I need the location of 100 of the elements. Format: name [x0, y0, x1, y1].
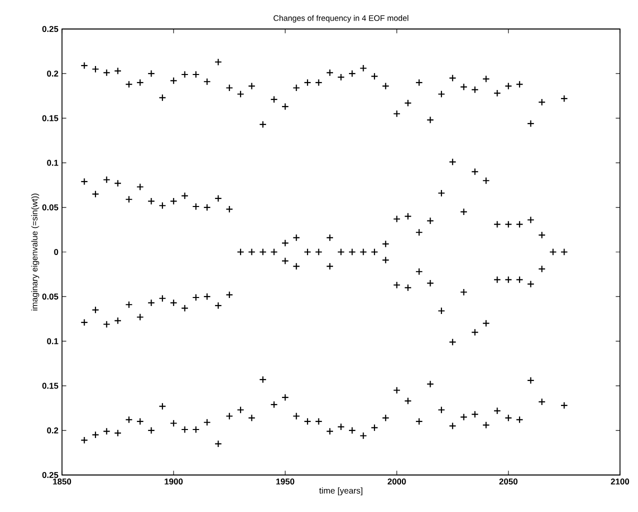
point: [471, 168, 479, 176]
point: [538, 98, 546, 106]
point: [80, 318, 88, 326]
point: [326, 234, 334, 242]
point: [281, 239, 289, 247]
point: [114, 316, 122, 324]
point: [360, 432, 368, 440]
point: [448, 422, 456, 430]
point: [382, 82, 390, 90]
point: [281, 394, 289, 402]
point: [203, 292, 211, 300]
point: [102, 68, 110, 76]
point: [203, 418, 211, 426]
x-tick-label: 2050: [499, 478, 518, 485]
y-tick-label: 0.2: [47, 427, 58, 434]
point: [136, 313, 144, 321]
point: [415, 228, 423, 236]
point: [114, 67, 122, 75]
point: [348, 248, 356, 256]
point: [438, 406, 446, 414]
point: [304, 418, 312, 426]
point: [270, 400, 278, 408]
point: [460, 288, 468, 296]
point: [438, 90, 446, 98]
point: [281, 102, 289, 110]
point: [236, 248, 244, 256]
point: [471, 86, 479, 94]
point: [560, 94, 568, 102]
point: [259, 248, 267, 256]
x-tick-label: 2000: [388, 478, 406, 485]
point: [259, 376, 267, 384]
point: [314, 248, 322, 256]
point: [337, 248, 345, 256]
point: [125, 80, 133, 88]
point: [314, 418, 322, 426]
point: [125, 416, 133, 424]
point: [236, 90, 244, 98]
point: [337, 423, 345, 431]
point: [326, 428, 334, 436]
point: [102, 320, 110, 328]
point: [494, 89, 501, 97]
point: [158, 94, 166, 102]
point: [482, 176, 490, 184]
point: [92, 306, 100, 314]
x-axis-title: time [years]: [319, 487, 362, 496]
point: [80, 178, 88, 186]
x-tick-label: 1850: [53, 478, 72, 485]
point: [304, 248, 312, 256]
point: [136, 78, 144, 86]
point: [393, 386, 401, 394]
point: [404, 212, 412, 220]
point: [538, 265, 546, 273]
point: [526, 280, 534, 288]
point: [214, 58, 222, 66]
point: [494, 407, 501, 415]
point: [494, 220, 501, 228]
point: [203, 78, 211, 86]
point: [248, 82, 256, 90]
point: [382, 256, 390, 264]
point: [415, 78, 423, 86]
point: [214, 440, 222, 448]
point: [370, 72, 378, 80]
point: [158, 402, 166, 410]
y-tick-label: 0.05: [42, 294, 58, 300]
point: [448, 74, 456, 82]
point: [181, 70, 188, 78]
point: [504, 82, 512, 90]
point: [292, 234, 300, 242]
point: [214, 194, 222, 202]
y-tick-label: 0.05: [42, 204, 58, 210]
point: [214, 302, 222, 310]
y-tick-label: 0.25: [42, 26, 58, 32]
point: [360, 64, 368, 72]
y-tick-label: 0.15: [42, 115, 58, 122]
point: [415, 268, 423, 276]
point: [80, 62, 88, 70]
point: [393, 215, 401, 223]
point: [504, 414, 512, 422]
point: [158, 202, 166, 210]
point: [148, 70, 156, 78]
point: [326, 68, 334, 76]
y-tick-label: 0.25: [42, 472, 58, 478]
point: [504, 276, 512, 284]
point: [259, 120, 267, 128]
point: [504, 220, 512, 228]
point: [181, 192, 188, 200]
point: [448, 338, 456, 346]
point: [337, 73, 345, 81]
point: [125, 300, 133, 308]
point: [158, 294, 166, 302]
point: [114, 180, 122, 188]
point: [203, 204, 211, 212]
point: [471, 410, 479, 418]
point: [516, 80, 524, 88]
point: [404, 397, 412, 405]
x-tick-label: 2100: [610, 478, 630, 485]
point: [292, 262, 300, 270]
point: [270, 248, 278, 256]
x-tick-label: 1950: [276, 478, 294, 485]
point: [192, 202, 200, 210]
